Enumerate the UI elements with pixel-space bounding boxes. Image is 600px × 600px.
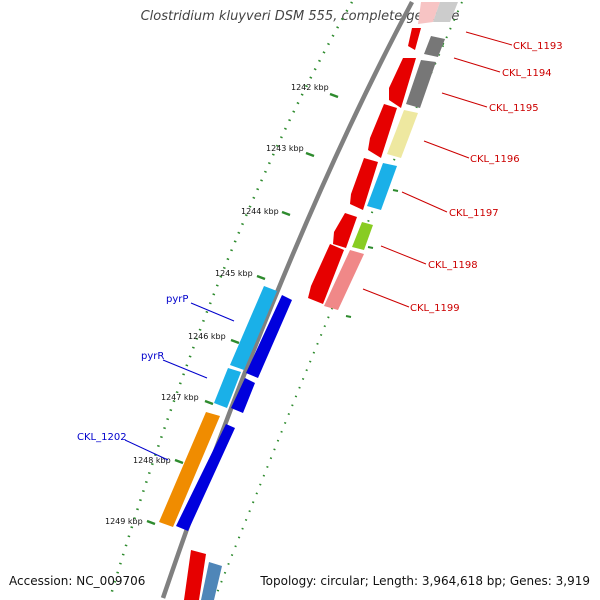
inner-tick (392, 189, 399, 192)
ruler-track-outer (108, 1, 354, 599)
gene-ckl1199 (308, 244, 344, 304)
ruler-tick (204, 399, 214, 406)
gene-ckl1196 (387, 110, 418, 158)
ruler-label: 1244 kbp (241, 207, 279, 216)
gene-gray-1 (424, 36, 445, 57)
gene-ckl1193-c (433, 2, 458, 22)
ruler-tick (174, 458, 184, 465)
gene-bottom-steel (201, 562, 222, 600)
connector-ckl1202 (124, 439, 169, 461)
connector-ckl1196 (423, 140, 470, 159)
connector-ckl1198 (380, 245, 427, 265)
ruler-label: 1243 kbp (266, 144, 304, 153)
gene-ckl1199-pink (324, 250, 364, 310)
gene-pyrp-cyan (230, 286, 277, 370)
connector-ckl1199 (362, 288, 410, 308)
connector-pyrr (162, 359, 208, 379)
gene-labels: CKL_1193 CKL_1194 CKL_1195 CKL_1196 CKL_… (77, 41, 563, 443)
ruler-label: 1245 kbp (215, 269, 253, 278)
gene-pyrp-blue (246, 295, 292, 378)
map-title: Clostridium kluyveri DSM 555, complete g… (140, 9, 460, 24)
gene-cyan-1197 (367, 163, 397, 210)
ruler-label: 1248 kbp (133, 456, 171, 465)
gene-ckl1197 (350, 158, 378, 210)
ruler-tick (146, 519, 156, 526)
gene-label: CKL_1202 (77, 432, 127, 443)
gene-ckl1202-blue (176, 424, 235, 531)
gene-pyrr-blue (231, 378, 255, 413)
label-connectors (124, 31, 513, 461)
gene-bottom-red (184, 550, 206, 600)
gene-label: CKL_1199 (410, 303, 460, 314)
ruler-tick (305, 151, 315, 158)
gene-ckl1202-orange (159, 412, 220, 527)
reverse-strand-genes (184, 28, 421, 600)
gene-label: pyrP (166, 294, 188, 305)
inner-tick (345, 315, 352, 318)
inner-tick (367, 246, 374, 249)
accession-label: Accession: NC_009706 (9, 574, 146, 588)
forward-strand-genes (159, 2, 458, 600)
ruler-tick (329, 92, 339, 99)
gene-label: CKL_1197 (449, 208, 499, 219)
gene-green-1198 (352, 222, 373, 250)
gene-ckl1193-b (418, 2, 440, 24)
ruler-label: 1242 kbp (291, 83, 329, 92)
ruler-tick (281, 210, 291, 217)
ruler-tick (256, 274, 266, 281)
gene-label: CKL_1195 (489, 103, 539, 114)
gene-ckl1195 (368, 104, 397, 158)
ruler-tick (230, 338, 240, 345)
connector-ckl1193 (465, 31, 513, 46)
ruler-label: 1249 kbp (105, 517, 143, 526)
gene-pyrr-cyan (214, 368, 241, 408)
gene-gray-2 (406, 60, 436, 108)
connector-ckl1194 (453, 57, 501, 73)
gene-label: CKL_1194 (502, 68, 552, 79)
gene-label: CKL_1193 (513, 41, 563, 52)
gene-label: CKL_1196 (470, 154, 520, 165)
ruler-label: 1246 kbp (188, 332, 226, 341)
connector-pyrp (190, 302, 235, 322)
topology-summary: Topology: circular; Length: 3,964,618 bp… (260, 574, 590, 588)
gene-label: CKL_1198 (428, 260, 478, 271)
gene-ckl1194 (389, 58, 416, 108)
connector-ckl1197 (401, 191, 448, 213)
gene-label: pyrR (141, 351, 164, 362)
gene-ckl1193 (408, 28, 421, 50)
gene-ckl1198 (333, 213, 357, 248)
connector-ckl1195 (441, 92, 488, 108)
ruler-label: 1247 kbp (161, 393, 199, 402)
